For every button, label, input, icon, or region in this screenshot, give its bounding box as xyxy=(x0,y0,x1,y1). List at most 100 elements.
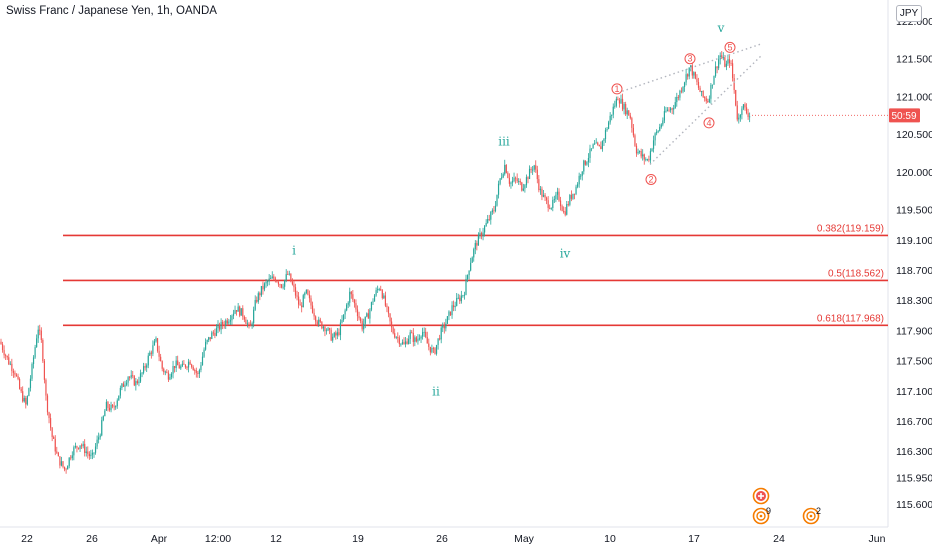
candle-body xyxy=(333,332,335,337)
candle-body xyxy=(606,128,608,131)
candle xyxy=(567,201,569,207)
candle-body xyxy=(747,113,749,117)
candle-body xyxy=(435,344,438,354)
candle-body xyxy=(8,357,10,365)
candle-body xyxy=(325,330,328,332)
candle-body xyxy=(451,305,453,316)
candle xyxy=(736,100,738,122)
candle-body xyxy=(542,194,545,197)
candle-body xyxy=(445,323,447,329)
candle xyxy=(510,181,512,189)
candle xyxy=(693,71,695,79)
candle xyxy=(620,94,622,104)
candle xyxy=(68,457,70,469)
candle xyxy=(446,316,448,324)
candle-body xyxy=(305,289,307,294)
fibonacci-retracement[interactable]: 0.382(119.159) 0.5(118.562) 0.618(117.968) xyxy=(63,223,888,327)
candle xyxy=(85,446,87,457)
candle xyxy=(556,187,559,200)
candle xyxy=(341,315,343,324)
candle-body xyxy=(722,57,724,59)
add-event-badge[interactable] xyxy=(752,487,770,505)
candle xyxy=(23,395,25,403)
candle-body xyxy=(81,445,83,447)
candle-body xyxy=(685,74,687,83)
candle-body xyxy=(122,383,125,387)
candle xyxy=(608,120,610,130)
wave-circle-2: 2 xyxy=(645,173,657,185)
candle-body xyxy=(559,200,562,207)
candle xyxy=(473,247,475,262)
candle xyxy=(164,370,166,376)
candle-body xyxy=(671,108,673,110)
candle xyxy=(57,451,59,457)
candle-body xyxy=(226,320,228,324)
candle xyxy=(200,361,202,373)
candle-body xyxy=(85,451,87,453)
candle-body xyxy=(626,110,628,115)
candle xyxy=(71,451,73,461)
wave-circle-outline xyxy=(684,53,696,65)
candle-body xyxy=(538,179,540,191)
candle-body xyxy=(457,297,459,299)
candle xyxy=(40,327,42,343)
wave-circle-number: 2 xyxy=(648,174,653,184)
candle xyxy=(747,108,749,120)
time-axis[interactable]: 22 26 Apr 12:00 12 19 26 May 10 17 24 Jun xyxy=(21,533,885,545)
candle xyxy=(479,228,481,239)
candle xyxy=(17,373,19,381)
candle xyxy=(507,171,509,179)
candle xyxy=(329,327,331,335)
candle-body xyxy=(502,174,504,178)
candle-body xyxy=(604,130,607,139)
candle xyxy=(515,176,517,184)
candle xyxy=(434,347,436,355)
dividend-badge[interactable]: 9 xyxy=(752,506,772,525)
candle-body xyxy=(462,295,464,297)
candle-body xyxy=(578,175,580,185)
candle-body xyxy=(632,127,634,136)
candle-body xyxy=(429,346,431,353)
candle xyxy=(104,409,106,417)
candle xyxy=(696,74,698,86)
candle-body xyxy=(293,284,295,288)
candle xyxy=(311,301,314,314)
candle xyxy=(12,368,14,378)
candle-body xyxy=(572,193,574,199)
time-tick-label: Jun xyxy=(869,533,886,545)
dividend-badge[interactable]: 2 xyxy=(802,506,822,525)
candle xyxy=(90,449,92,460)
candle-body xyxy=(102,416,104,421)
candle-body xyxy=(459,297,461,302)
candle-body xyxy=(3,350,5,356)
candle-body xyxy=(141,372,143,374)
candle-body xyxy=(567,204,569,205)
candle xyxy=(453,300,455,312)
candle xyxy=(513,172,515,183)
wedge-trendlines[interactable] xyxy=(617,42,763,165)
candle xyxy=(53,435,55,440)
candle xyxy=(449,311,452,317)
candle xyxy=(313,308,315,320)
badge-dot xyxy=(809,514,813,518)
candle xyxy=(442,322,444,333)
candle-body xyxy=(488,219,490,220)
candle-body xyxy=(415,337,417,342)
currency-button[interactable]: JPY xyxy=(896,5,922,22)
candle-body xyxy=(74,445,76,448)
candle-body xyxy=(350,291,352,295)
candle xyxy=(522,183,524,192)
candle-body xyxy=(223,324,225,326)
candle xyxy=(242,305,244,320)
candle xyxy=(735,89,737,107)
candle-body xyxy=(663,111,665,121)
candle-body xyxy=(319,319,321,322)
price-axis[interactable]: 122.000121.500121.000120.500120.000119.5… xyxy=(896,16,932,511)
candle-body xyxy=(612,106,614,115)
candle xyxy=(167,370,169,383)
candle xyxy=(460,290,462,304)
candle xyxy=(20,387,22,394)
